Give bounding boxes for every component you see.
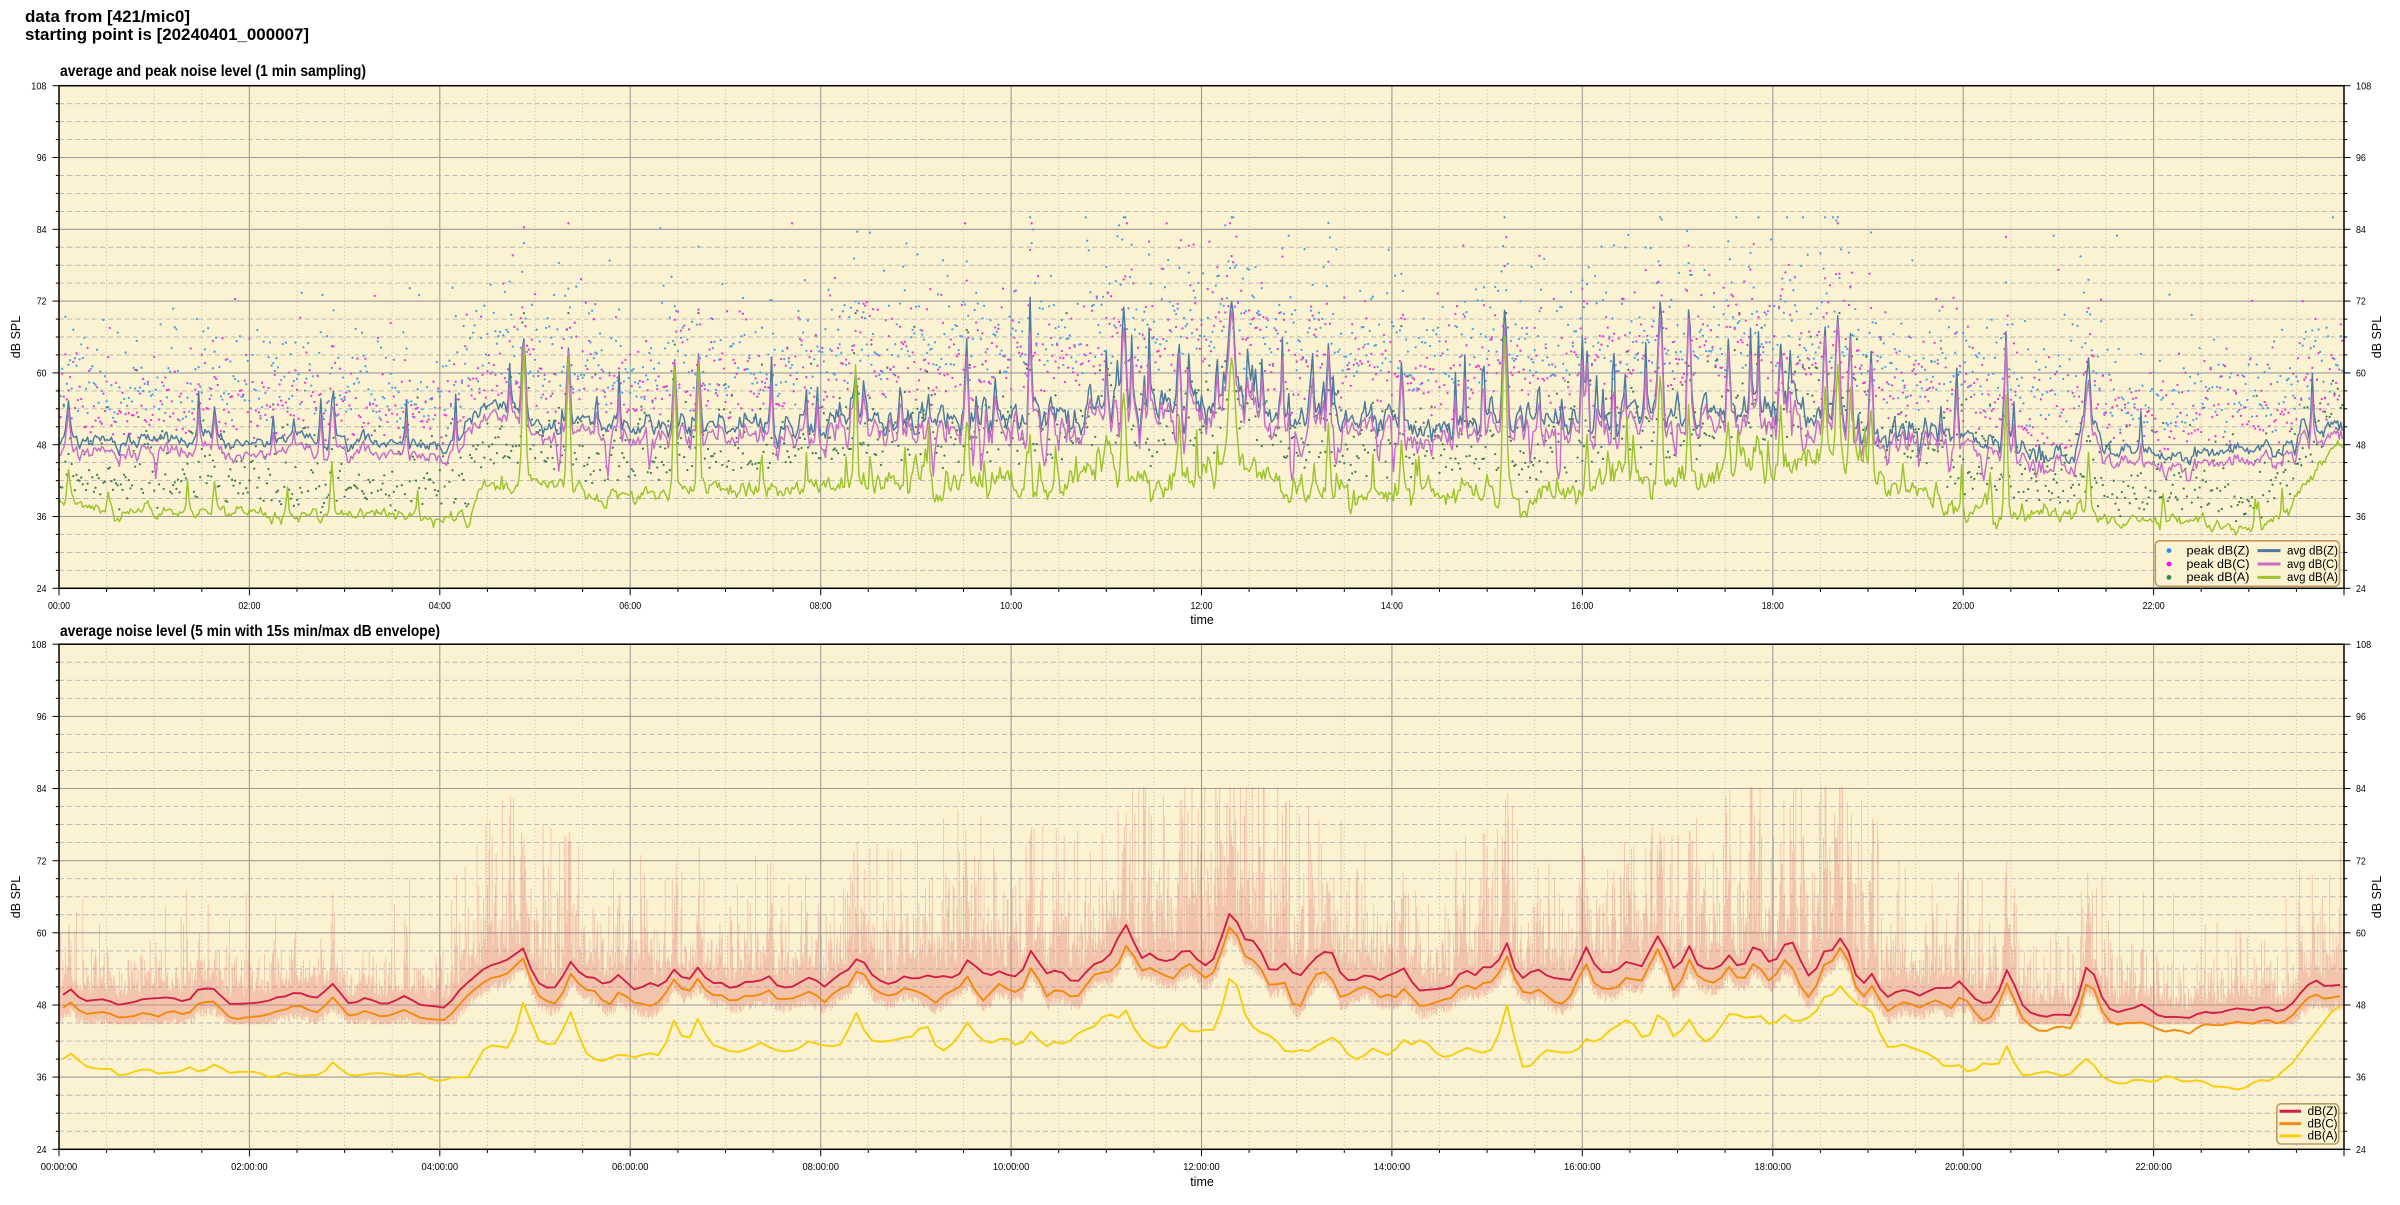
svg-text:16:00:00: 16:00:00 bbox=[1564, 1162, 1601, 1173]
svg-text:12:00: 12:00 bbox=[1191, 601, 1213, 612]
svg-text:04:00: 04:00 bbox=[429, 601, 451, 612]
svg-text:dB SPL: dB SPL bbox=[9, 316, 23, 358]
svg-text:48: 48 bbox=[2356, 1001, 2366, 1012]
svg-text:72: 72 bbox=[37, 297, 47, 308]
svg-text:average and peak noise level (: average and peak noise level (1 min samp… bbox=[60, 63, 366, 80]
svg-text:time: time bbox=[1190, 613, 1214, 627]
svg-text:18:00: 18:00 bbox=[1762, 601, 1784, 612]
svg-text:08:00:00: 08:00:00 bbox=[802, 1162, 839, 1173]
svg-text:12:00:00: 12:00:00 bbox=[1183, 1162, 1220, 1173]
svg-text:starting point is [20240401_00: starting point is [20240401_000007] bbox=[25, 26, 309, 44]
svg-text:72: 72 bbox=[37, 856, 47, 867]
svg-text:24: 24 bbox=[37, 1145, 47, 1156]
svg-text:dB(Z): dB(Z) bbox=[2308, 1106, 2338, 1118]
svg-text:84: 84 bbox=[2356, 784, 2366, 795]
svg-text:dB SPL: dB SPL bbox=[2370, 316, 2384, 358]
svg-text:02:00:00: 02:00:00 bbox=[231, 1162, 268, 1173]
svg-text:36: 36 bbox=[37, 512, 47, 523]
svg-text:22:00: 22:00 bbox=[2143, 601, 2165, 612]
svg-text:48: 48 bbox=[37, 440, 47, 451]
svg-text:60: 60 bbox=[2356, 928, 2366, 939]
svg-text:dB(A): dB(A) bbox=[2308, 1131, 2338, 1143]
svg-text:108: 108 bbox=[31, 640, 46, 651]
svg-text:dB SPL: dB SPL bbox=[2370, 876, 2384, 918]
svg-text:108: 108 bbox=[31, 81, 46, 92]
svg-text:peak dB(Z): peak dB(Z) bbox=[2187, 545, 2250, 557]
svg-text:96: 96 bbox=[37, 712, 47, 723]
svg-text:108: 108 bbox=[2356, 81, 2371, 92]
svg-text:average noise level (5 min wit: average noise level (5 min with 15s min/… bbox=[60, 623, 440, 640]
svg-text:20:00: 20:00 bbox=[1952, 601, 1974, 612]
svg-text:84: 84 bbox=[2356, 225, 2366, 236]
svg-text:avg dB(Z): avg dB(Z) bbox=[2287, 545, 2338, 557]
svg-text:24: 24 bbox=[2356, 1145, 2366, 1156]
svg-text:24: 24 bbox=[2356, 584, 2366, 595]
svg-text:36: 36 bbox=[37, 1073, 47, 1084]
svg-text:48: 48 bbox=[2356, 440, 2366, 451]
svg-text:peak dB(C): peak dB(C) bbox=[2187, 559, 2250, 571]
svg-text:60: 60 bbox=[37, 369, 47, 380]
svg-text:10:00: 10:00 bbox=[1000, 601, 1022, 612]
svg-text:72: 72 bbox=[2356, 856, 2366, 867]
svg-text:00:00:00: 00:00:00 bbox=[41, 1162, 78, 1173]
svg-text:avg dB(A): avg dB(A) bbox=[2287, 572, 2338, 584]
svg-text:96: 96 bbox=[37, 153, 47, 164]
svg-text:108: 108 bbox=[2356, 640, 2371, 651]
svg-text:10:00:00: 10:00:00 bbox=[993, 1162, 1030, 1173]
svg-text:dB SPL: dB SPL bbox=[9, 876, 23, 918]
svg-text:dB(C): dB(C) bbox=[2308, 1118, 2338, 1130]
svg-text:36: 36 bbox=[2356, 1073, 2366, 1084]
svg-text:36: 36 bbox=[2356, 512, 2366, 523]
svg-text:data from [421/mic0]: data from [421/mic0] bbox=[25, 8, 190, 26]
svg-text:08:00: 08:00 bbox=[810, 601, 832, 612]
svg-text:14:00:00: 14:00:00 bbox=[1374, 1162, 1411, 1173]
svg-text:84: 84 bbox=[37, 225, 47, 236]
svg-text:time: time bbox=[1190, 1175, 1214, 1189]
svg-text:04:00:00: 04:00:00 bbox=[422, 1162, 459, 1173]
svg-text:84: 84 bbox=[37, 784, 47, 795]
svg-text:00:00: 00:00 bbox=[48, 601, 70, 612]
svg-text:72: 72 bbox=[2356, 297, 2366, 308]
svg-text:peak dB(A): peak dB(A) bbox=[2187, 572, 2250, 584]
svg-text:20:00:00: 20:00:00 bbox=[1945, 1162, 1982, 1173]
svg-text:60: 60 bbox=[2356, 369, 2366, 380]
svg-text:96: 96 bbox=[2356, 712, 2366, 723]
svg-text:02:00: 02:00 bbox=[238, 601, 260, 612]
svg-text:16:00: 16:00 bbox=[1571, 601, 1593, 612]
svg-text:22:00:00: 22:00:00 bbox=[2135, 1162, 2172, 1173]
svg-text:24: 24 bbox=[37, 584, 47, 595]
svg-text:06:00: 06:00 bbox=[619, 601, 641, 612]
svg-text:avg dB(C): avg dB(C) bbox=[2287, 559, 2338, 571]
svg-text:06:00:00: 06:00:00 bbox=[612, 1162, 649, 1173]
svg-text:18:00:00: 18:00:00 bbox=[1755, 1162, 1792, 1173]
svg-text:96: 96 bbox=[2356, 153, 2366, 164]
svg-text:48: 48 bbox=[37, 1001, 47, 1012]
svg-text:60: 60 bbox=[37, 928, 47, 939]
svg-text:14:00: 14:00 bbox=[1381, 601, 1403, 612]
